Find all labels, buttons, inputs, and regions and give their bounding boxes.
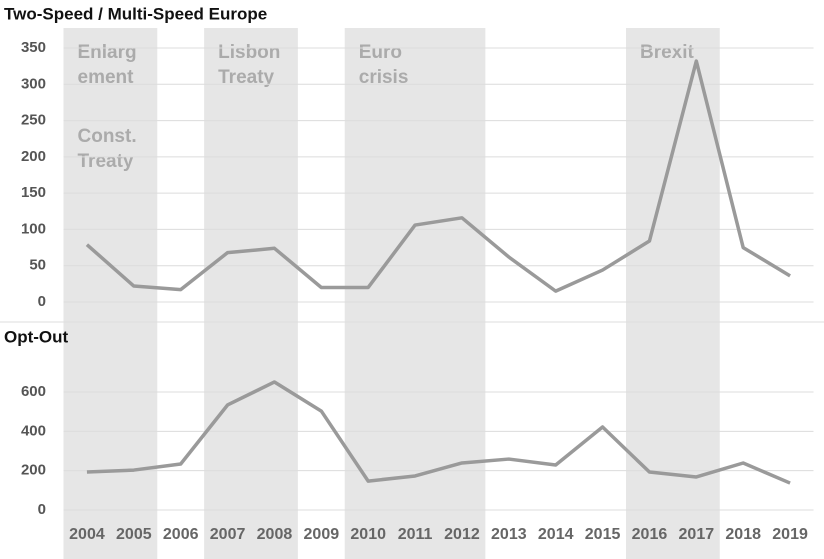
y-tick-label: 100 [21,220,46,237]
chart-title: Opt-Out [4,327,69,346]
x-tick-label: 2011 [398,526,433,543]
data-line [86,380,791,485]
x-tick-label: 2010 [350,526,386,543]
y-tick-label: 0 [38,501,46,518]
x-tick-label: 2012 [444,526,480,543]
x-tick-label: 2018 [725,526,761,543]
annotation: crisis [359,67,409,88]
x-tick-label: 2016 [632,526,668,543]
x-tick-label: 2008 [257,526,293,543]
annotation: Euro [359,42,402,63]
x-tick-label: 2019 [772,526,808,543]
y-tick-label: 300 [21,75,46,92]
y-tick-label: 0 [38,293,46,310]
annotation: Lisbon [218,42,280,63]
annotation: Treaty [218,67,274,88]
y-tick-label: 150 [21,184,46,201]
x-tick-label: 2014 [538,526,574,543]
y-tick-label: 350 [21,39,46,56]
shaded-period [626,28,720,559]
x-tick-label: 2004 [69,526,105,543]
y-tick-label: 200 [21,148,46,165]
annotation: Enlarg [78,42,137,63]
x-tick-label: 2015 [585,526,621,543]
y-tick-label: 50 [29,257,46,274]
x-tick-label: 2007 [210,526,246,543]
annotation: Const. [78,126,137,147]
chart-title: Two-Speed / Multi-Speed Europe [4,4,267,23]
y-tick-label: 200 [21,462,46,479]
x-tick-label: 2006 [163,526,199,543]
x-tick-label: 2005 [116,526,152,543]
shaded-period [204,28,298,559]
y-tick-label: 250 [21,112,46,129]
y-tick-label: 400 [21,422,46,439]
annotation: Treaty [78,151,134,172]
data-line [85,59,791,293]
annotation: ement [78,67,135,88]
x-tick-label: 2009 [304,526,340,543]
shaded-period [63,28,158,559]
x-tick-label: 2017 [679,526,715,543]
annotation: Brexit [640,42,695,63]
y-tick-label: 600 [21,383,46,400]
x-tick-label: 2013 [491,526,527,543]
